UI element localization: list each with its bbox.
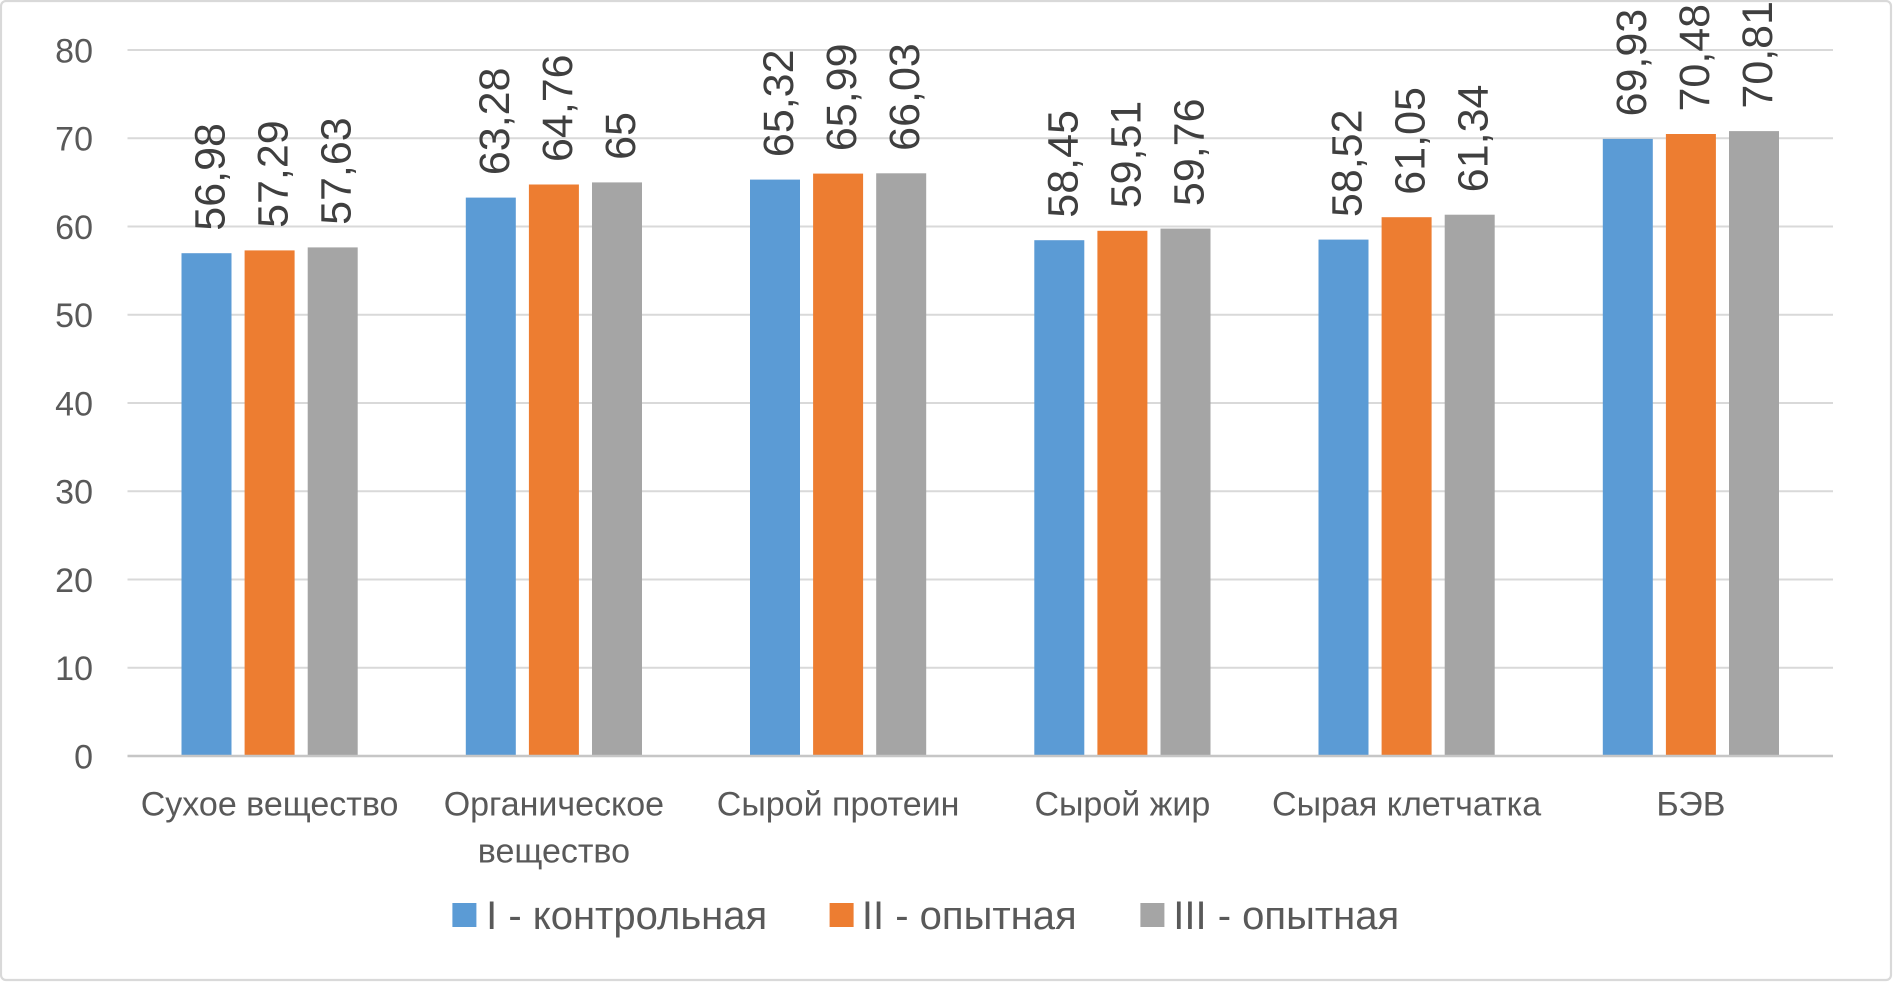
svg-text:40: 40 [55,385,93,423]
svg-text:30: 30 [55,474,93,512]
svg-text:65: 65 [597,112,645,160]
svg-text:20: 20 [55,562,93,600]
svg-text:вещество: вещество [478,833,630,871]
svg-text:70: 70 [55,121,93,159]
svg-text:80: 80 [55,32,93,70]
svg-text:Сухое вещество: Сухое вещество [141,786,399,824]
svg-text:58,52: 58,52 [1324,109,1372,217]
svg-text:57,63: 57,63 [313,117,361,225]
svg-text:70,81: 70,81 [1734,1,1782,109]
svg-text:69,93: 69,93 [1608,9,1656,117]
svg-text:57,29: 57,29 [250,120,298,228]
svg-text:70,48: 70,48 [1671,4,1719,112]
svg-text:65,99: 65,99 [818,43,866,151]
svg-text:Сырая клетчатка: Сырая клетчатка [1272,786,1541,824]
svg-text:БЭВ: БЭВ [1656,786,1725,824]
svg-text:59,76: 59,76 [1166,98,1214,206]
svg-text:65,32: 65,32 [755,49,803,157]
svg-text:Сырой жир: Сырой жир [1034,786,1210,824]
svg-text:50: 50 [55,297,93,335]
svg-text:Сырой протеин: Сырой протеин [717,786,960,824]
svg-text:60: 60 [55,209,93,247]
svg-text:10: 10 [55,650,93,688]
svg-text:64,76: 64,76 [534,54,582,162]
svg-text:0: 0 [74,738,93,776]
svg-text:59,51: 59,51 [1102,101,1150,209]
svg-text:58,45: 58,45 [1039,110,1087,218]
svg-text:III - опытная: III - опытная [1173,894,1399,938]
svg-text:Органическое: Органическое [444,786,664,824]
svg-text:I - контрольная: I - контрольная [486,894,767,938]
svg-text:66,03: 66,03 [881,43,929,151]
svg-text:56,98: 56,98 [187,123,235,231]
svg-text:II - опытная: II - опытная [862,894,1077,938]
svg-text:63,28: 63,28 [471,67,519,175]
svg-text:61,34: 61,34 [1450,85,1498,193]
svg-text:61,05: 61,05 [1387,87,1435,195]
